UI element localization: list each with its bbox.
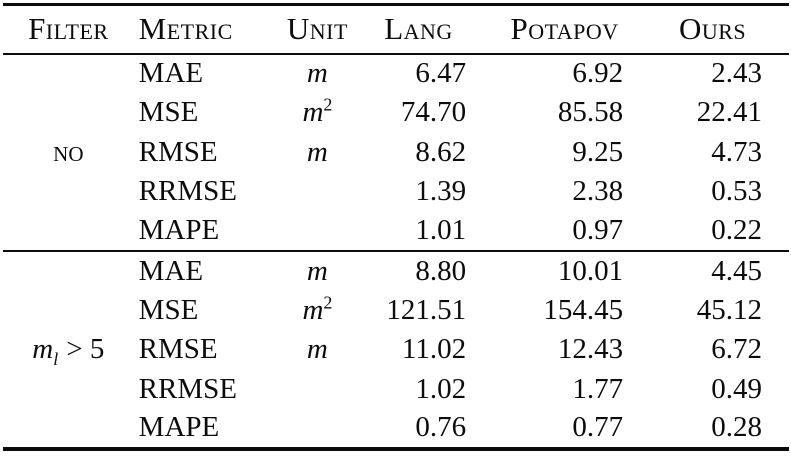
lang-value: 74.70	[400, 96, 467, 129]
metric-cell: MAPE	[138, 411, 220, 444]
table-row: RRMSE 1.39 2.38 0.53	[3, 172, 789, 212]
unit-cell: m2	[302, 292, 333, 326]
table-row: MAPE 0.76 0.77 0.28	[3, 409, 789, 449]
lang-value: 1.02	[415, 372, 467, 405]
potapov-value: 85.58	[557, 96, 624, 129]
unit-cell: m2	[302, 94, 333, 129]
unit-cell: m	[306, 254, 328, 287]
ours-value: 2.43	[711, 57, 762, 90]
ours-value: 22.41	[696, 96, 762, 129]
table-group-ml-filter: ml > 5 MAE m 8.80 10.01 4.45 MSE m2 121.5…	[3, 251, 789, 449]
lang-value: 1.01	[415, 214, 467, 247]
metric-cell: MAE	[138, 254, 204, 287]
ours-value: 0.49	[711, 372, 762, 405]
ours-value: 0.22	[711, 214, 762, 247]
ours-value: 0.28	[711, 411, 762, 444]
column-header-potapov: Potapov	[510, 11, 619, 47]
table-row: MAPE 1.01 0.97 0.22	[3, 212, 789, 252]
metrics-comparison-table: Filter Metric Unit Lang Potapov Ours no …	[3, 3, 789, 451]
metric-cell: RRMSE	[138, 175, 237, 208]
table-row: no MAE m 6.47 6.92 2.43	[3, 54, 789, 168]
potapov-value: 2.38	[572, 175, 624, 208]
unit-cell: m	[306, 57, 328, 90]
ours-value: 6.72	[711, 333, 762, 366]
lang-value: 6.47	[415, 57, 467, 90]
potapov-value: 0.77	[572, 411, 624, 444]
potapov-value: 0.97	[572, 214, 624, 247]
metric-cell: MAPE	[138, 214, 220, 247]
table-row: MSE m2 74.70 85.58 22.41	[3, 93, 789, 133]
filter-cell-no: no	[3, 54, 134, 252]
potapov-value: 1.77	[572, 372, 624, 405]
ours-value: 4.73	[711, 135, 762, 168]
unit-cell	[277, 172, 358, 212]
lang-value: 8.62	[415, 135, 467, 168]
unit-cell	[277, 212, 358, 252]
column-header-unit: Unit	[286, 11, 348, 47]
unit-cell	[277, 409, 358, 449]
column-header-ours: Ours	[678, 11, 747, 47]
potapov-value: 9.25	[572, 135, 624, 168]
unit-cell: m	[306, 333, 328, 366]
table-row: ml > 5 MAE m 8.80 10.01 4.45	[3, 251, 789, 368]
table-row: RMSE m 11.02 12.43 6.72	[3, 330, 789, 370]
lang-value: 0.76	[415, 411, 467, 444]
potapov-value: 10.01	[557, 254, 624, 287]
metric-cell: RMSE	[138, 135, 218, 168]
metric-cell: MAE	[138, 57, 204, 90]
unit-cell: m	[306, 135, 328, 168]
column-header-lang: Lang	[384, 11, 453, 47]
lang-value: 121.51	[386, 293, 467, 326]
potapov-value: 154.45	[543, 293, 624, 326]
table-row: MSE m2 121.51 154.45 45.12	[3, 291, 789, 331]
ours-value: 0.53	[711, 175, 762, 208]
lang-value: 11.02	[401, 333, 467, 366]
ours-value: 45.12	[696, 293, 762, 326]
metric-cell: MSE	[138, 96, 199, 129]
table-row: RRMSE 1.02 1.77 0.49	[3, 370, 789, 410]
lang-value: 8.80	[415, 254, 467, 287]
column-header-metric: Metric	[138, 11, 233, 47]
table-row: RMSE m 8.62 9.25 4.73	[3, 133, 789, 173]
table-group-no-filter: no MAE m 6.47 6.92 2.43 MSE m2 74.70 85.…	[3, 54, 789, 252]
filter-label: no	[53, 135, 84, 169]
table-header-row: Filter Metric Unit Lang Potapov Ours	[3, 5, 789, 54]
filter-cell-ml-gt-5: ml > 5	[3, 251, 134, 449]
metric-cell: RMSE	[138, 333, 218, 366]
metric-cell: MSE	[138, 293, 199, 326]
metric-cell: RRMSE	[138, 372, 237, 405]
potapov-value: 6.92	[572, 57, 624, 90]
ours-value: 4.45	[711, 254, 762, 287]
unit-cell	[277, 370, 358, 410]
potapov-value: 12.43	[557, 333, 624, 366]
filter-math-expression: ml > 5	[32, 332, 105, 369]
lang-value: 1.39	[415, 175, 467, 208]
column-header-filter: Filter	[28, 11, 109, 47]
